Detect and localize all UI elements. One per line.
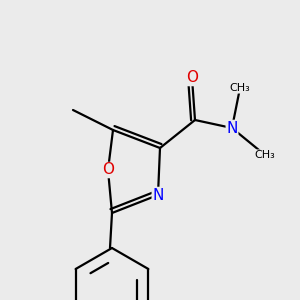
Text: N: N: [152, 188, 164, 202]
Text: CH₃: CH₃: [230, 83, 250, 93]
Text: N: N: [226, 121, 238, 136]
Text: CH₃: CH₃: [255, 150, 275, 160]
Text: O: O: [102, 163, 114, 178]
Text: O: O: [186, 70, 198, 86]
